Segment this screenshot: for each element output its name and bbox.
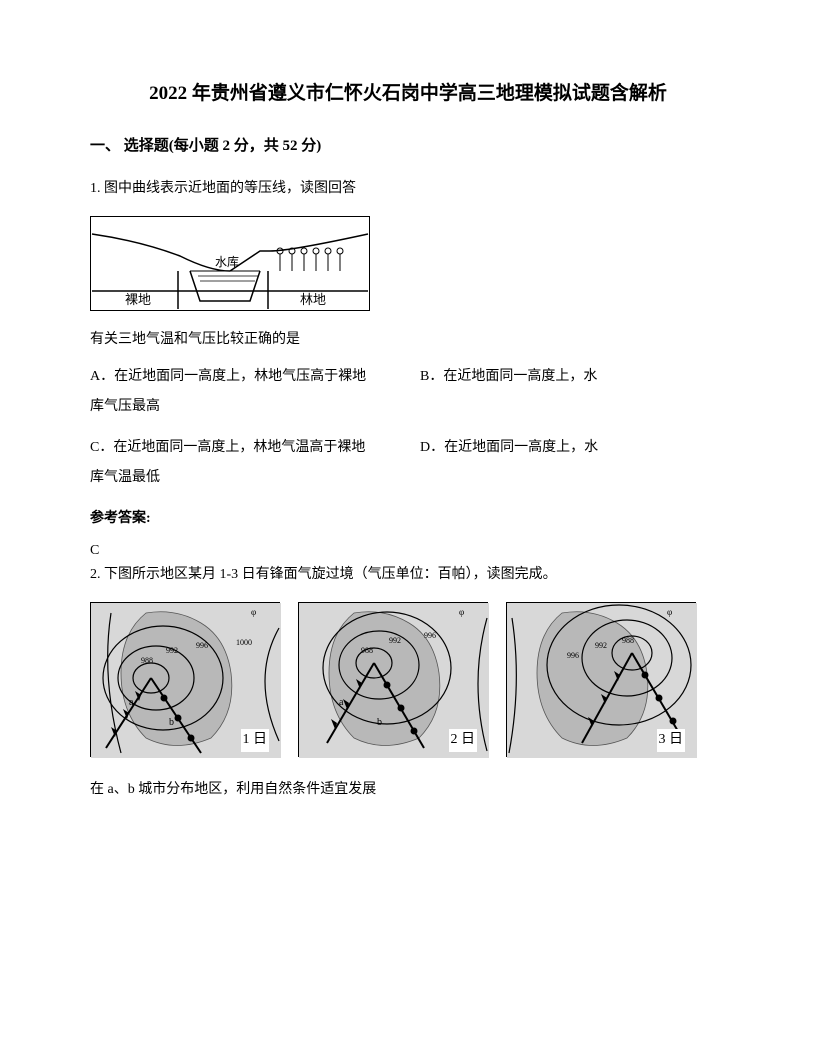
- svg-text:992: 992: [595, 641, 607, 650]
- map-day2: a b 988 992 996 φ 2 日: [298, 602, 488, 757]
- q1-intro: 1. 图中曲线表示近地面的等压线，读图回答: [90, 176, 726, 201]
- label-forest: 林地: [300, 292, 326, 307]
- maps-row: a b 988 992 996 1000 φ 1 日 a: [90, 602, 726, 757]
- map-day1-label: 1 日: [241, 729, 270, 751]
- answer-label: 参考答案:: [90, 508, 726, 530]
- svg-text:996: 996: [424, 631, 436, 640]
- q1-options-ab: A．在近地面同一高度上，林地气压高于裸地 B．在近地面同一高度上，水: [90, 366, 726, 388]
- svg-text:988: 988: [141, 656, 153, 665]
- q1-optD: D．在近地面同一高度上，水: [420, 437, 726, 459]
- svg-text:992: 992: [389, 636, 401, 645]
- q2-final: 在 a、b 城市分布地区，利用自然条件适宜发展: [90, 779, 726, 801]
- svg-text:1000: 1000: [236, 638, 252, 647]
- svg-text:988: 988: [622, 636, 634, 645]
- q1-prompt: 有关三地气温和气压比较正确的是: [90, 329, 726, 351]
- map-day3-label: 3 日: [657, 729, 686, 751]
- page-title: 2022 年贵州省遵义市仁怀火石岗中学高三地理模拟试题含解析: [90, 80, 726, 109]
- svg-text:992: 992: [166, 646, 178, 655]
- map-day2-label: 2 日: [449, 729, 478, 751]
- svg-text:b: b: [377, 717, 382, 728]
- q1-answer: C: [90, 540, 726, 562]
- section-header: 一、 选择题(每小题 2 分，共 52 分): [90, 134, 726, 158]
- q1-diagram: 裸地 水库 林地: [90, 216, 726, 311]
- svg-text:φ: φ: [251, 607, 256, 617]
- svg-text:988: 988: [361, 646, 373, 655]
- svg-text:φ: φ: [459, 607, 464, 617]
- map-day3: 996 992 988 φ 3 日: [506, 602, 696, 757]
- svg-text:a: a: [339, 697, 344, 708]
- q1-optB: B．在近地面同一高度上，水: [420, 366, 726, 388]
- svg-text:b: b: [169, 717, 174, 728]
- svg-text:996: 996: [196, 641, 208, 650]
- svg-text:a: a: [129, 697, 134, 708]
- svg-text:996: 996: [567, 651, 579, 660]
- q1-optB-cont: 库气压最高: [90, 396, 726, 418]
- q1-optC: C．在近地面同一高度上，林地气温高于裸地: [90, 437, 420, 459]
- q1-optD-cont: 库气温最低: [90, 467, 726, 489]
- q2-intro: 2. 下图所示地区某月 1-3 日有锋面气旋过境（气压单位：百帕），读图完成。: [90, 564, 726, 586]
- map-day1: a b 988 992 996 1000 φ 1 日: [90, 602, 280, 757]
- svg-text:φ: φ: [667, 607, 672, 617]
- label-bare: 裸地: [125, 292, 151, 307]
- q1-optA: A．在近地面同一高度上，林地气压高于裸地: [90, 366, 420, 388]
- label-reservoir: 水库: [215, 254, 239, 269]
- q1-options-cd: C．在近地面同一高度上，林地气温高于裸地 D．在近地面同一高度上，水: [90, 437, 726, 459]
